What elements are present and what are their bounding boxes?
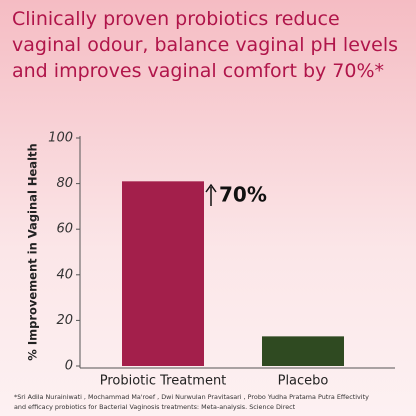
- y-tick-label: 60: [56, 222, 73, 237]
- y-tick-label: 40: [56, 267, 73, 282]
- y-tick-label: 100: [48, 131, 73, 146]
- annotation: 70%: [219, 183, 267, 207]
- footnote: and efficacy probiotics for Bacterial Va…: [14, 403, 296, 411]
- annotation-arrow: [205, 183, 217, 206]
- chart-title: Clinically proven probiotics reduce vagi…: [12, 8, 399, 82]
- bar: [122, 181, 204, 366]
- x-tick-label: Probiotic Treatment: [100, 374, 227, 389]
- x-tick-label: Placebo: [278, 374, 329, 389]
- footnote: *Sri Adila Nurainiwati , Mochammad Ma'ro…: [14, 393, 369, 401]
- y-axis-label: % Improvement in Vaginal Health: [26, 143, 40, 360]
- y-tick-label: 0: [65, 359, 73, 374]
- y-tick-label: 20: [56, 313, 73, 328]
- bar: [262, 336, 344, 366]
- y-tick-label: 80: [56, 176, 73, 191]
